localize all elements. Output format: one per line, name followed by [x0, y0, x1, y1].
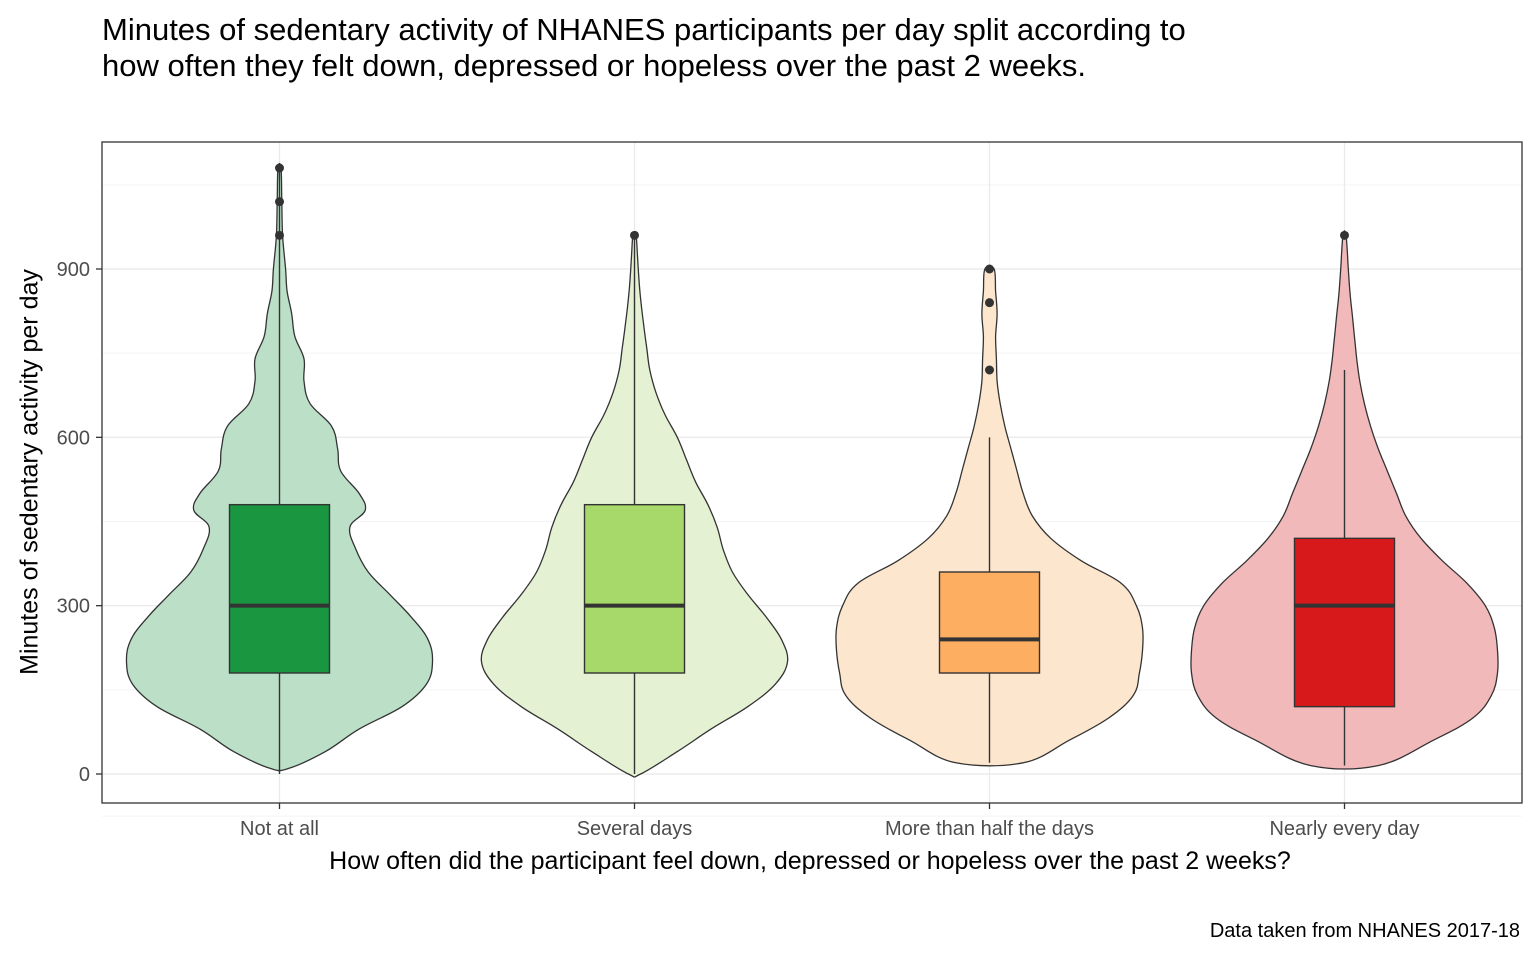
chart-caption: Data taken from NHANES 2017-18: [1209, 920, 1520, 942]
x-tick-label: Nearly every day: [1269, 818, 1419, 840]
outlier-point: [985, 298, 994, 308]
y-tick-label: 600: [57, 427, 90, 449]
x-tick-label: More than half the days: [885, 818, 1094, 840]
chart-title: Minutes of sedentary activity of NHANES …: [102, 12, 1186, 83]
outlier-point: [275, 230, 284, 240]
outlier-point: [985, 365, 994, 375]
violin-group: [835, 264, 1144, 767]
outlier-point: [275, 197, 284, 207]
box-iqr: [228, 503, 331, 674]
outlier-point: [985, 264, 994, 274]
violin-group: [125, 162, 434, 774]
plot-panel-border: [101, 141, 1523, 804]
y-tick-label: 0: [79, 764, 90, 786]
x-tick-label: Not at all: [240, 818, 319, 840]
box-iqr: [583, 503, 686, 674]
x-axis-label: How often did the participant feel down,…: [329, 847, 1291, 875]
violin-group: [1190, 230, 1499, 770]
outlier-point: [1340, 230, 1349, 240]
violins-layer: [125, 162, 1499, 778]
y-tick-label: 900: [57, 259, 90, 281]
box-iqr: [1293, 537, 1396, 708]
outlier-point: [630, 230, 639, 240]
y-axis: 0 300 600 900: [57, 259, 102, 786]
box-iqr: [938, 571, 1041, 674]
outlier-point: [275, 163, 284, 173]
x-tick-label: Several days: [577, 818, 693, 840]
y-tick-label: 300: [57, 596, 90, 618]
x-axis: Not at all Several days More than half the…: [240, 803, 1420, 840]
violin-group: [480, 230, 789, 778]
